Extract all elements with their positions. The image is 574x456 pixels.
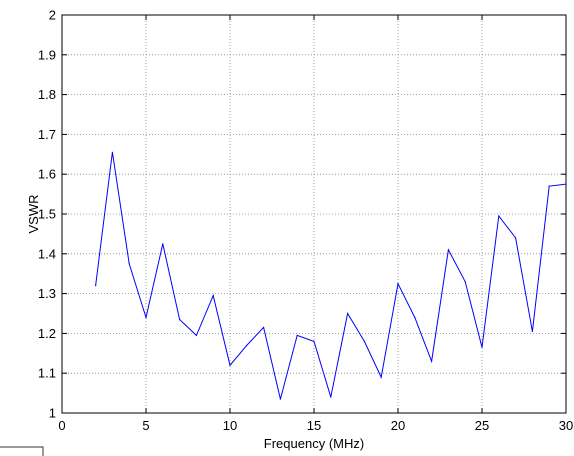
data-point xyxy=(565,183,567,185)
data-point xyxy=(363,340,365,342)
x-tick-label: 5 xyxy=(142,418,149,433)
x-tick-label: 15 xyxy=(307,418,321,433)
data-point xyxy=(313,340,315,342)
data-point xyxy=(212,294,214,297)
data-point xyxy=(481,346,483,348)
data-point xyxy=(263,326,265,329)
y-tick-label: 1.7 xyxy=(38,127,56,142)
y-tick-label: 1.9 xyxy=(38,47,56,62)
data-point xyxy=(380,376,382,378)
x-tick-label: 0 xyxy=(58,418,65,433)
data-point xyxy=(515,237,517,239)
data-point xyxy=(229,364,231,366)
y-tick-label: 1 xyxy=(49,406,56,421)
data-point xyxy=(179,318,181,321)
data-point xyxy=(95,285,97,287)
y-tick-label: 1.3 xyxy=(38,286,56,301)
x-tick-label: 20 xyxy=(391,418,405,433)
data-point xyxy=(145,316,147,319)
x-tick-label: 10 xyxy=(223,418,237,433)
data-point xyxy=(431,360,433,362)
y-tick-label: 1.8 xyxy=(38,87,56,102)
data-point xyxy=(296,334,298,336)
data-point xyxy=(397,283,399,285)
data-point xyxy=(447,249,449,251)
grid xyxy=(62,15,566,413)
data-point xyxy=(279,398,281,400)
data-point xyxy=(414,316,416,319)
y-axis-label: VSWR xyxy=(26,195,41,234)
y-tick-label: 2 xyxy=(49,8,56,23)
series-line xyxy=(95,152,567,400)
data-point xyxy=(347,312,349,315)
data-point xyxy=(111,151,113,153)
data-point xyxy=(246,344,248,346)
y-tick-label: 1.1 xyxy=(38,366,56,381)
series-layer xyxy=(95,151,567,400)
x-tick-label: 30 xyxy=(559,418,573,433)
data-point xyxy=(548,185,550,187)
axis-ticks: 0 5 10 15 20 25 30 1 1.1 1.2 1.3 1.4 1.5 1.6 1.7 1.8 1.9… xyxy=(38,8,573,434)
data-point xyxy=(531,330,534,333)
y-tick-label: 1.5 xyxy=(38,207,56,222)
data-point xyxy=(498,215,500,217)
data-point xyxy=(195,334,197,336)
x-axis-label: Frequency (MHz) xyxy=(264,436,364,451)
data-point xyxy=(128,263,130,265)
x-tick-label: 25 xyxy=(475,418,489,433)
data-point xyxy=(464,281,466,283)
data-point xyxy=(330,396,332,398)
y-tick-label: 1.6 xyxy=(38,167,56,182)
y-tick-label: 1.2 xyxy=(38,326,56,341)
figure-corner-box xyxy=(0,446,44,456)
y-tick-label: 1.4 xyxy=(38,246,56,261)
data-point xyxy=(162,243,164,245)
